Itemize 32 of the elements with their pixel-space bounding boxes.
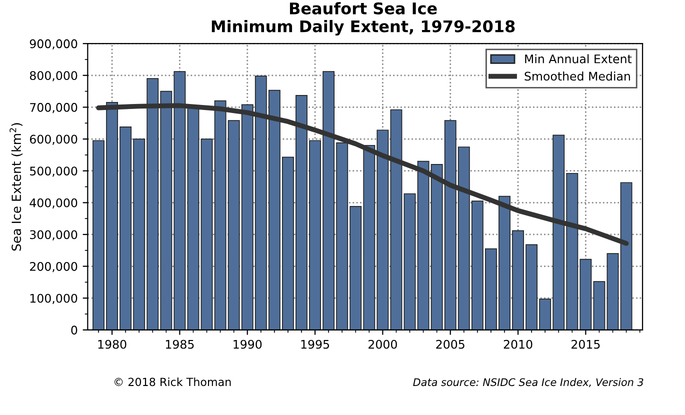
bar (606, 253, 619, 330)
y-axis-title: Sea Ice Extent (km$^{2}$) (10, 123, 23, 251)
bar (200, 138, 213, 330)
y-tick-label: 600,000 (30, 134, 78, 145)
y-tick-label: 700,000 (30, 102, 78, 114)
x-tick-label: 1990 (234, 340, 262, 349)
y-tick-label: 100,000 (30, 294, 78, 304)
line-series (96, 103, 629, 246)
bar (404, 193, 416, 330)
y-tick-label: 500,000 (30, 166, 78, 177)
y-tick-label: 400,000 (30, 198, 78, 209)
text: © 2018 Rick Thoman (114, 378, 231, 386)
y-tick-label: 900,000 (30, 39, 78, 50)
x-tick-label: 2010 (504, 340, 532, 349)
y-tick-label: 200,000 (30, 262, 78, 272)
legend-label: Min Annual Extent (525, 54, 632, 64)
legend-label: Smoothed Median (524, 72, 630, 81)
x-tick-label: 1985 (166, 340, 194, 349)
bar (187, 106, 200, 330)
x-tick-label: 2015 (572, 340, 600, 349)
chart-title: Beaufort Sea Ice Minimum Daily Extent, 1979-2018 (212, 2, 515, 36)
source-note: Data source: NSIDC Sea Ice Index, Version 3 (413, 378, 644, 388)
y-tick-label: 300,000 (30, 230, 78, 240)
x-tick-label: 1995 (301, 340, 330, 349)
x-tick-label: 2005 (436, 340, 464, 349)
x-tick-label: 2000 (368, 340, 397, 349)
bar (390, 109, 402, 330)
bar (620, 182, 632, 330)
y-tick-label: 0 (71, 326, 78, 335)
y-tick-label: 800,000 (30, 71, 78, 82)
bar (593, 281, 606, 330)
x-tick-label: 1980 (98, 340, 126, 349)
